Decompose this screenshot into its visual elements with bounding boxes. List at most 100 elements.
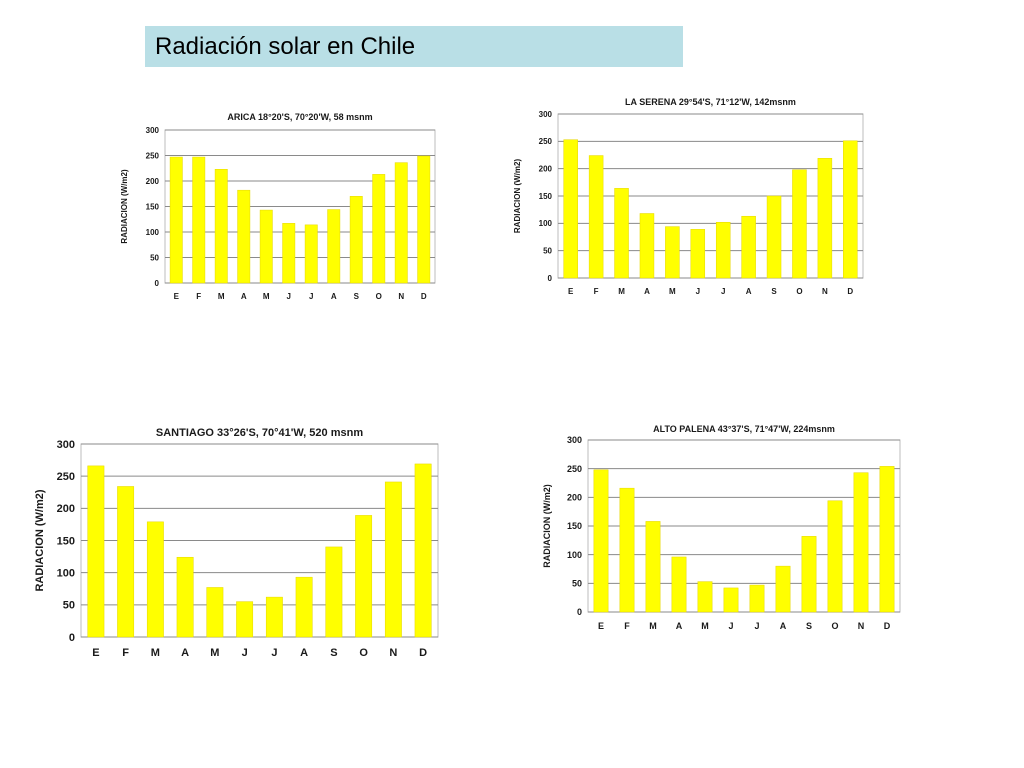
y-tick-label: 150 <box>57 535 75 547</box>
x-tick-label: M <box>218 292 225 301</box>
bar <box>349 196 363 284</box>
bar <box>394 162 408 284</box>
x-tick-label: D <box>421 292 427 301</box>
y-tick-label: 150 <box>567 521 582 531</box>
bar <box>593 469 609 613</box>
bar <box>665 226 680 279</box>
chart-arica: 0 50 100 150 200 250 300 E F M A M J J A S O N D ARICA 18°2… <box>110 100 455 315</box>
bar <box>237 189 251 284</box>
y-tick-label: 300 <box>567 435 582 445</box>
y-axis-label: RADIACION (W/m2) <box>513 159 522 234</box>
y-tick-label: 0 <box>577 607 582 617</box>
bar <box>414 463 432 638</box>
x-tick-label: J <box>696 287 700 296</box>
y-tick-label: 50 <box>543 246 552 255</box>
x-tick-label: M <box>263 292 270 301</box>
chart-title: SANTIAGO 33°26'S, 70°41'W, 520 msnm <box>156 427 363 439</box>
y-tick-label: 0 <box>155 279 160 288</box>
x-tick-label: O <box>796 287 802 296</box>
bar <box>236 601 254 638</box>
x-tick-label: M <box>669 287 676 296</box>
x-tick-label: A <box>644 287 650 296</box>
chart-title: LA SERENA 29°54'S, 71°12'W, 142msnm <box>625 97 796 107</box>
x-tick-label: N <box>858 621 865 631</box>
x-tick-label: N <box>822 287 828 296</box>
x-tick-label: A <box>181 647 189 659</box>
bar <box>327 209 341 284</box>
chart-svg: 0 50 100 150 200 250 300 E F M A M J J A S O N D SANTIAGO 3… <box>34 427 439 659</box>
y-tick-label: 200 <box>567 492 582 502</box>
chart-title: ARICA 18°20'S, 70°20'W, 58 msnm <box>227 112 372 122</box>
x-tick-label: S <box>330 647 337 659</box>
y-tick-label: 50 <box>63 600 75 612</box>
bar <box>614 188 629 279</box>
x-tick-label: J <box>287 292 291 301</box>
bar <box>853 472 869 613</box>
bar <box>265 596 283 638</box>
bar <box>690 229 706 279</box>
chart-la-serena: 0 50 100 150 200 250 300 E F M A M J J A S O N D LA SERENA … <box>508 92 868 296</box>
bar <box>645 521 661 613</box>
x-tick-label: A <box>241 292 247 301</box>
bar <box>827 500 843 613</box>
y-tick-label: 100 <box>567 550 582 560</box>
x-tick-label: J <box>309 292 313 301</box>
y-tick-label: 50 <box>150 253 159 262</box>
x-tick-label: M <box>701 621 709 631</box>
bar <box>801 536 817 613</box>
x-tick-label: A <box>300 647 308 659</box>
bar <box>325 546 343 638</box>
x-tick-label: N <box>398 292 404 301</box>
x-tick-label: O <box>376 292 382 301</box>
y-tick-label: 300 <box>57 439 75 451</box>
x-tick-label: A <box>746 287 752 296</box>
x-tick-label: A <box>676 621 683 631</box>
x-tick-label: J <box>271 647 277 659</box>
bar <box>417 155 431 284</box>
x-tick-label: N <box>389 647 397 659</box>
bar <box>259 209 273 284</box>
x-tick-label: F <box>196 292 201 301</box>
bar <box>87 465 105 638</box>
x-tick-label: O <box>359 647 368 659</box>
x-tick-label: S <box>354 292 360 301</box>
chart-title: ALTO PALENA 43°37'S, 71°47'W, 224msnm <box>653 424 835 434</box>
y-tick-label: 150 <box>539 192 553 201</box>
y-tick-label: 250 <box>567 464 582 474</box>
x-tick-label: O <box>831 621 838 631</box>
chart-alto-palena: 0 50 100 150 200 250 300 E F M A M J J A S O N D ALTO PALEN… <box>540 418 905 638</box>
x-tick-label: M <box>151 647 160 659</box>
bar <box>304 224 318 284</box>
x-tick-label: S <box>806 621 812 631</box>
y-tick-label: 300 <box>539 110 553 119</box>
x-tick-label: E <box>598 621 604 631</box>
x-tick-label: D <box>419 647 427 659</box>
y-tick-label: 250 <box>57 471 75 483</box>
x-tick-label: M <box>618 287 625 296</box>
bar <box>723 587 739 613</box>
x-tick-label: E <box>568 287 574 296</box>
bar <box>792 169 807 279</box>
bar <box>146 521 164 638</box>
bar <box>282 223 296 284</box>
y-tick-label: 0 <box>548 274 553 283</box>
x-tick-label: J <box>721 287 725 296</box>
y-tick-label: 100 <box>539 219 553 228</box>
x-tick-label: J <box>242 647 248 659</box>
x-tick-label: J <box>728 621 733 631</box>
bar <box>117 486 135 638</box>
x-tick-label: M <box>649 621 657 631</box>
bar <box>588 155 604 279</box>
bar <box>619 487 635 613</box>
bar <box>843 140 858 279</box>
bar <box>192 156 206 284</box>
bar <box>206 587 224 638</box>
bar <box>639 213 655 279</box>
x-tick-label: E <box>174 292 180 301</box>
x-tick-label: E <box>92 647 99 659</box>
y-tick-label: 250 <box>146 151 160 160</box>
bar <box>715 221 731 279</box>
x-tick-label: J <box>754 621 759 631</box>
x-tick-label: S <box>771 287 777 296</box>
y-tick-label: 100 <box>57 568 75 580</box>
